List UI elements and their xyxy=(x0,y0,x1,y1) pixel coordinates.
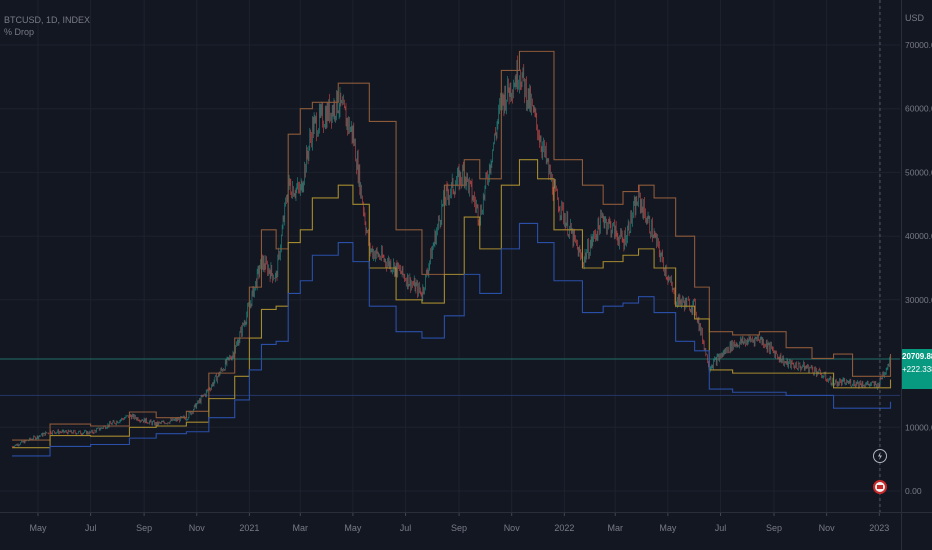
y-tick-label: 10000.00 xyxy=(905,422,932,432)
lightning-button[interactable] xyxy=(873,449,887,463)
currency-label: USD xyxy=(905,13,925,23)
x-tick-label: 2021 xyxy=(239,523,259,533)
x-tick-label: Nov xyxy=(189,523,206,533)
x-tick-label: May xyxy=(659,523,677,533)
time-axis[interactable]: May Jul Sep Nov 2021 Mar May Jul Sep Nov 2022 Mar Ma… xyxy=(29,512,889,533)
price-axis-divider xyxy=(901,0,902,550)
lower-band-line xyxy=(12,222,892,457)
candlestick-series xyxy=(11,55,891,448)
y-tick-label: 50000.00 xyxy=(905,167,932,177)
chart-legend: BTCUSD, 1D, INDEX % Drop xyxy=(4,14,90,38)
x-tick-label: Mar xyxy=(293,523,309,533)
drop-bands xyxy=(12,50,892,457)
x-tick-label: Jul xyxy=(400,523,412,533)
flag-icon xyxy=(877,485,883,489)
chart-grid xyxy=(0,0,900,512)
x-tick-label: 2022 xyxy=(554,523,574,533)
y-tick-label: 60000.00 xyxy=(905,104,932,114)
x-tick-label: 2023 xyxy=(869,523,889,533)
x-tick-label: May xyxy=(29,523,47,533)
middle-band-line xyxy=(12,159,892,449)
x-tick-label: Jul xyxy=(715,523,727,533)
y-tick-label: 40000.00 xyxy=(905,231,932,241)
economic-event-button[interactable] xyxy=(873,480,887,494)
horizontal-lines xyxy=(0,358,900,396)
y-tick-label: 0.00 xyxy=(905,486,922,496)
price-axis[interactable]: USD 70000.00 60000.00 50000.00 40000.00 30000… xyxy=(905,13,932,496)
last-price: 20709.88 xyxy=(902,352,932,361)
indicator-label[interactable]: % Drop xyxy=(4,27,35,37)
x-tick-label: May xyxy=(344,523,362,533)
last-price-tag: 20709.88 +222.338 xyxy=(902,349,932,389)
price-change: +222.338 xyxy=(902,365,932,374)
time-axis-divider xyxy=(0,512,932,513)
x-tick-label: Nov xyxy=(504,523,521,533)
symbol-label[interactable]: BTCUSD, 1D, INDEX xyxy=(4,15,91,25)
x-tick-label: Jul xyxy=(85,523,97,533)
x-tick-label: Sep xyxy=(766,523,782,533)
x-tick-label: Sep xyxy=(136,523,152,533)
x-tick-label: Sep xyxy=(451,523,467,533)
lightning-icon xyxy=(878,452,882,460)
x-tick-label: Nov xyxy=(819,523,836,533)
y-tick-label: 30000.00 xyxy=(905,295,932,305)
upper-band-line xyxy=(12,50,892,441)
y-tick-label: 70000.00 xyxy=(905,40,932,50)
x-tick-label: Mar xyxy=(607,523,623,533)
